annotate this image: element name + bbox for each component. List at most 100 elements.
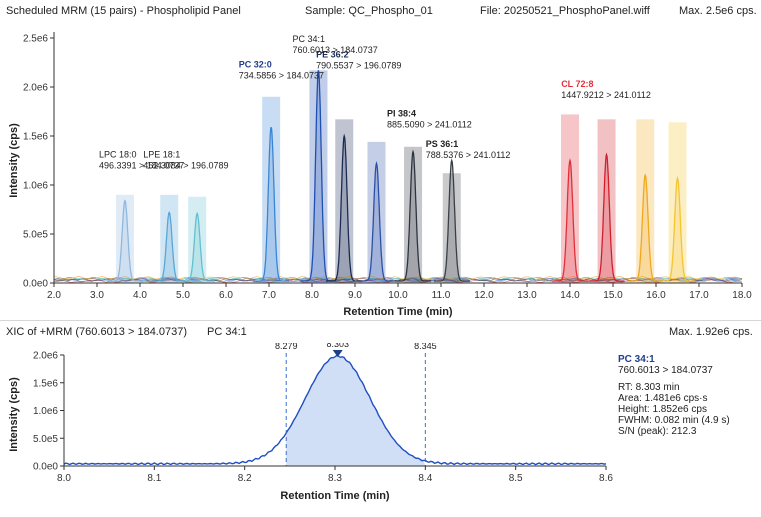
sample-name: Sample: QC_Phospho_01 [305,5,433,17]
x-tick-label: 10.0 [388,290,408,301]
xic-trace [63,354,607,466]
baseline-trace-4 [53,276,743,281]
xic-y-tick-label: 1.5e6 [33,378,58,389]
xic-max: Max. 1.92e6 cps. [669,326,753,338]
x-tick-label: 11.0 [432,290,451,301]
xic-y-axis-title: Intensity (cps) [8,377,20,452]
peak-trace-0 [106,199,143,282]
xic-header: XIC of +MRM (760.6013 > 184.0737) PC 34:… [0,321,761,343]
integrated-area [286,355,426,466]
peak-transition-2: 734.5856 > 184.0737 [239,70,324,80]
y-tick-label: 0.0e0 [23,279,48,290]
xic-title: XIC of +MRM (760.6013 > 184.0737) [6,326,187,338]
peak-transition-0: 496.3391 > 184.0737 [99,161,184,171]
x-tick-label: 5.0 [176,290,190,301]
peak-trace-11 [627,173,663,282]
overview-chart[interactable]: 2.0 3.0 4.0 5.0 6.0 7.0 8.0 9.0 10.0 11.0 12.0 13.0… [0,22,761,320]
peak-fill-1 [151,212,188,283]
peak-trace-6 [358,161,395,282]
apex-label: 8.303 [326,343,349,349]
peak-fill-2 [179,213,216,283]
boundary-label-0: 8.279 [275,343,298,351]
x-tick-label: 14.0 [560,290,580,301]
info-fwhm: FWHM: 0.082 min (4.9 s) [618,415,730,426]
x-tick-label: 16.0 [646,290,666,301]
peak-fill-12 [659,178,696,283]
peak-trace-5 [326,133,363,282]
xic-y-tick-label: 5.0e5 [33,434,58,445]
info-transition: 760.6013 > 184.0737 [618,365,713,376]
y-tick-label: 2.0e6 [23,83,48,94]
x-axis-title: Retention Time (min) [343,306,453,318]
xic-compound: PC 34:1 [207,326,247,338]
peak-label-5: PI 38:4 [387,108,416,118]
peak-label-0: LPC 18:0 [99,150,137,160]
peak-transition-3: 760.6013 > 184.0737 [292,45,377,55]
peak-fill-7 [395,151,432,283]
overview-max: Max. 2.5e6 cps. [679,5,757,17]
peak-transition-7: 1447.9212 > 241.0112 [561,90,651,100]
y-tick-label: 1.0e6 [23,181,48,192]
peak-fill-4 [300,70,337,283]
peak-label-3: PC 34:1 [292,34,325,44]
peak-label-4: PE 36:2 [316,50,349,60]
xic-x-tick-label: 8.4 [418,473,432,484]
xic-chart-pane: XIC of +MRM (760.6013 > 184.0737) PC 34:… [0,320,761,517]
xic-x-axis-title: Retention Time (min) [280,490,390,502]
xic-x-tick-label: 8.3 [328,473,342,484]
info-rt: RT: 8.303 min [618,382,680,393]
xic-x-tick-label: 8.6 [599,473,613,484]
x-tick-label: 4.0 [133,290,147,301]
info-sn: S/N (peak): 212.3 [618,426,697,437]
x-tick-label: 12.0 [474,290,494,301]
peak-fill-9 [551,160,589,283]
peak-trace-9 [551,158,589,282]
info-area: Area: 1.481e6 cps·s [618,393,708,404]
x-tick-label: 15.0 [603,290,623,301]
y-tick-label: 1.5e6 [23,132,48,143]
xic-x-tick-label: 8.5 [509,473,523,484]
peak-label-6: PS 36:1 [426,139,459,149]
peak-label-7: CL 72:8 [561,79,593,89]
peak-trace-8 [433,158,470,282]
peak-label-2: PC 32:0 [239,59,272,69]
peak-fill-6 [358,163,395,283]
peak-fill-5 [326,136,363,283]
file-name: File: 20250521_PhosphoPanel.wiff [480,5,650,17]
xic-y-tick-label: 2.0e6 [33,351,58,362]
overview-title: Scheduled MRM (15 pairs) - Phospholipid … [6,5,241,17]
peak-fill-0 [106,200,143,283]
peak-fill-11 [627,175,663,283]
peak-transition-1: 452.3084 > 196.0789 [143,161,228,171]
apex-marker-icon [332,350,343,357]
peak-label-1: LPE 18:1 [143,150,180,160]
x-tick-label: 17.0 [689,290,709,301]
x-tick-label: 9.0 [348,290,362,301]
x-tick-label: 6.0 [219,290,233,301]
xic-x-tick-label: 8.2 [238,473,252,484]
peak-info-box: PC 34:1 760.6013 > 184.0737 RT: 8.303 mi… [618,354,730,437]
x-tick-label: 18.0 [732,290,752,301]
xic-chart[interactable]: 8.279 8.303 8.345 8.0 8.1 8.2 8.3 8.4 8.5 8.6 0.0e… [0,343,761,517]
info-compound: PC 34:1 [618,354,655,365]
peak-trace-3 [253,127,290,282]
peak-trace-7 [395,149,432,282]
peak-trace-2 [179,211,216,282]
x-tick-label: 7.0 [262,290,276,301]
xic-x-tick-label: 8.0 [57,473,71,484]
xic-x-tick-label: 8.1 [147,473,161,484]
peak-trace-10 [588,152,625,282]
peak-transition-5: 885.5090 > 241.0112 [387,119,472,129]
peak-transition-4: 790.5537 > 196.0789 [316,61,401,71]
peak-fill-8 [433,160,470,283]
boundary-label-2: 8.345 [414,343,437,351]
peak-transition-6: 788.5376 > 241.0112 [426,150,511,160]
info-height: Height: 1.852e6 cps [618,404,707,415]
baseline-trace-5 [53,276,743,280]
xic-y-tick-label: 0.0e0 [33,462,58,473]
y-axis-title: Intensity (cps) [8,123,20,198]
x-tick-label: 13.0 [517,290,537,301]
overview-header: Scheduled MRM (15 pairs) - Phospholipid … [0,0,761,22]
peak-fill-10 [588,154,625,283]
peak-trace-12 [659,175,696,282]
